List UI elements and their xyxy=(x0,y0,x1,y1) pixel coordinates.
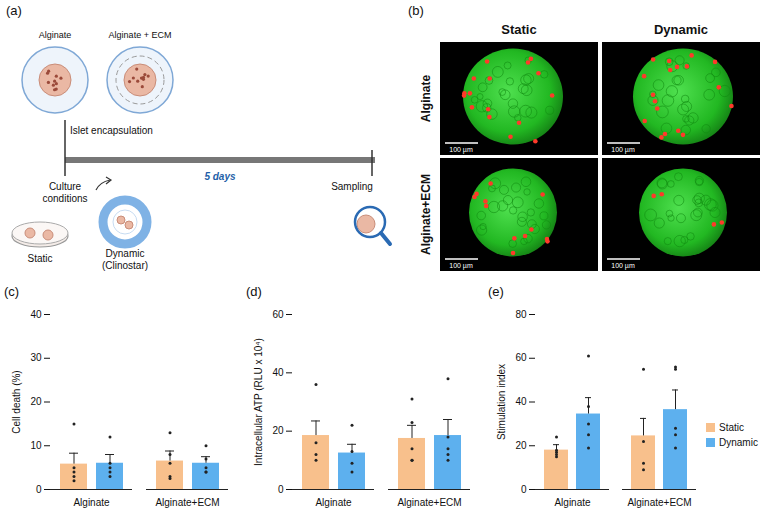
svg-text:5 days: 5 days xyxy=(204,171,236,182)
svg-text:Cultureconditions: Cultureconditions xyxy=(42,181,87,204)
svg-text:Stimulation index: Stimulation index xyxy=(496,364,507,440)
html-text:Static: Static xyxy=(719,422,744,433)
svg-text:Dynamic: Dynamic xyxy=(654,22,708,37)
svg-text:100 µm: 100 µm xyxy=(449,146,473,154)
svg-text:Alginate+ECM: Alginate+ECM xyxy=(397,497,461,508)
svg-text:Intracellular ATP (RLU x 10⁴): Intracellular ATP (RLU x 10⁴) xyxy=(253,338,264,466)
svg-text:Static: Static xyxy=(27,253,52,264)
svg-text:10: 10 xyxy=(30,440,42,451)
svg-text:100 µm: 100 µm xyxy=(611,146,635,154)
html-text:(e): (e) xyxy=(488,284,504,299)
svg-text:30: 30 xyxy=(30,352,42,363)
svg-text:Alginate: Alginate xyxy=(39,30,72,40)
svg-text:0: 0 xyxy=(521,484,527,495)
svg-text:Alginate + ECM: Alginate + ECM xyxy=(109,30,172,40)
svg-text:(b): (b) xyxy=(408,3,424,18)
svg-text:20: 20 xyxy=(515,440,527,451)
svg-text:Alginate: Alginate xyxy=(419,75,433,123)
svg-text:Alginate: Alginate xyxy=(315,497,352,508)
svg-text:60: 60 xyxy=(272,309,284,320)
svg-text:20: 20 xyxy=(272,425,284,436)
svg-text:Alginate: Alginate xyxy=(554,497,591,508)
svg-text:40: 40 xyxy=(272,367,284,378)
svg-text:0: 0 xyxy=(278,484,284,495)
svg-text:Alginate: Alginate xyxy=(73,497,110,508)
svg-text:0: 0 xyxy=(36,484,42,495)
svg-text:40: 40 xyxy=(30,309,42,320)
svg-text:20: 20 xyxy=(30,396,42,407)
svg-text:100 µm: 100 µm xyxy=(611,262,635,270)
svg-text:Islet encapsulation: Islet encapsulation xyxy=(70,125,153,136)
svg-text:(a): (a) xyxy=(6,3,22,18)
svg-text:Alginate+ECM: Alginate+ECM xyxy=(419,174,433,255)
svg-text:80: 80 xyxy=(515,309,527,320)
svg-text:Static: Static xyxy=(501,22,536,37)
html-text:(d): (d) xyxy=(246,284,262,299)
svg-text:Dynamic(Clinostar): Dynamic(Clinostar) xyxy=(102,248,148,271)
svg-text:100 µm: 100 µm xyxy=(449,262,473,270)
html-text:(c): (c) xyxy=(4,284,20,299)
svg-text:Sampling: Sampling xyxy=(331,181,373,192)
html-text:Dynamic: Dynamic xyxy=(719,437,758,448)
svg-text:Cell death (%): Cell death (%) xyxy=(11,370,22,433)
svg-text:40: 40 xyxy=(515,396,527,407)
svg-text:Alginate+ECM: Alginate+ECM xyxy=(627,497,691,508)
svg-text:60: 60 xyxy=(515,352,527,363)
svg-text:Alginate+ECM: Alginate+ECM xyxy=(155,497,219,508)
